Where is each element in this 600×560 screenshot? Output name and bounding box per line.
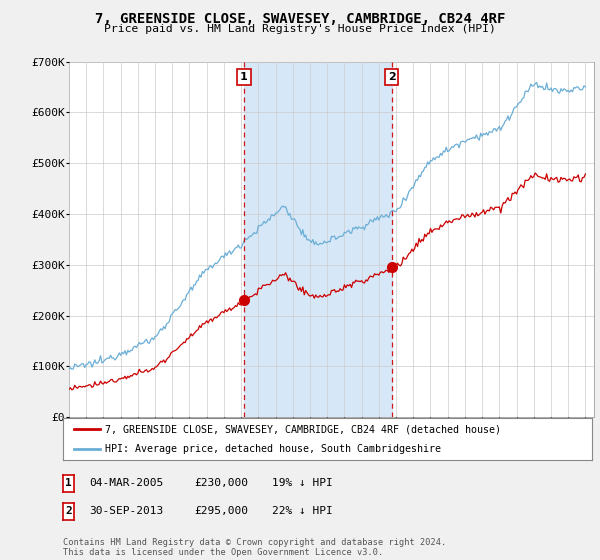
Text: 7, GREENSIDE CLOSE, SWAVESEY, CAMBRIDGE, CB24 4RF: 7, GREENSIDE CLOSE, SWAVESEY, CAMBRIDGE,… xyxy=(95,12,505,26)
Text: Contains HM Land Registry data © Crown copyright and database right 2024.
This d: Contains HM Land Registry data © Crown c… xyxy=(63,538,446,557)
Bar xyxy=(244,62,392,417)
Text: 1: 1 xyxy=(240,72,248,82)
Text: HPI: Average price, detached house, South Cambridgeshire: HPI: Average price, detached house, Sout… xyxy=(106,444,442,454)
Text: 04-MAR-2005: 04-MAR-2005 xyxy=(89,478,163,488)
Text: £295,000: £295,000 xyxy=(194,506,248,516)
Text: 30-SEP-2013: 30-SEP-2013 xyxy=(89,506,163,516)
Text: 2: 2 xyxy=(388,72,395,82)
Text: 2: 2 xyxy=(65,506,72,516)
Text: 7, GREENSIDE CLOSE, SWAVESEY, CAMBRIDGE, CB24 4RF (detached house): 7, GREENSIDE CLOSE, SWAVESEY, CAMBRIDGE,… xyxy=(106,424,502,434)
Text: 19% ↓ HPI: 19% ↓ HPI xyxy=(272,478,332,488)
Text: 1: 1 xyxy=(65,478,72,488)
Text: £230,000: £230,000 xyxy=(194,478,248,488)
Text: Price paid vs. HM Land Registry's House Price Index (HPI): Price paid vs. HM Land Registry's House … xyxy=(104,24,496,34)
Text: 22% ↓ HPI: 22% ↓ HPI xyxy=(272,506,332,516)
